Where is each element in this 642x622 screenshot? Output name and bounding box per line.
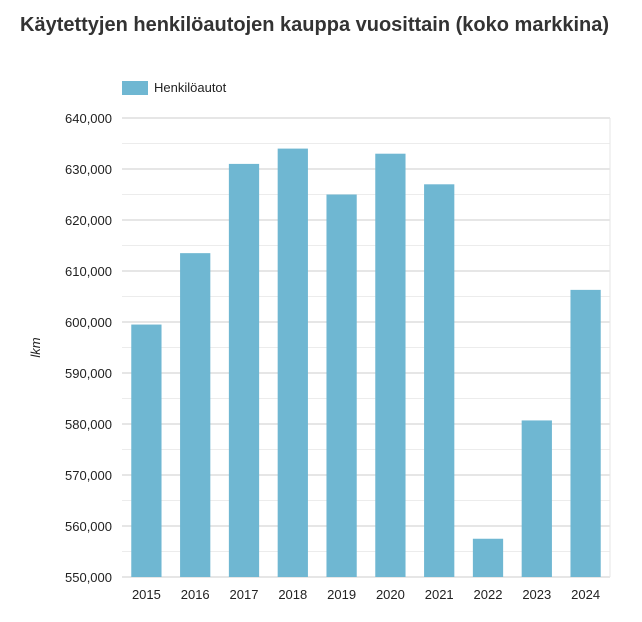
y-tick-label: 630,000 bbox=[65, 162, 112, 177]
x-tick-label: 2020 bbox=[376, 587, 405, 602]
chart-title: Käytettyjen henkilöautojen kauppa vuosit… bbox=[20, 14, 610, 36]
y-tick-label: 570,000 bbox=[65, 468, 112, 483]
bar-2020[interactable] bbox=[375, 153, 406, 577]
x-tick-label: 2018 bbox=[278, 587, 307, 602]
bar-2022[interactable] bbox=[472, 538, 504, 577]
y-tick-label: 600,000 bbox=[65, 315, 112, 330]
bar-2024[interactable] bbox=[570, 289, 601, 577]
y-tick-label: 560,000 bbox=[65, 519, 112, 534]
bar-2015[interactable] bbox=[131, 324, 162, 577]
x-tick-label: 2015 bbox=[132, 587, 161, 602]
x-axis-ticks: 2015 2016 2017 2018 2019 2020 2021 2022 2023 2024 bbox=[132, 587, 600, 602]
x-tick-label: 2017 bbox=[230, 587, 259, 602]
legend-swatch bbox=[122, 80, 148, 95]
x-tick-label: 2022 bbox=[474, 587, 503, 602]
bars bbox=[131, 148, 601, 578]
y-tick-label: 610,000 bbox=[65, 264, 112, 279]
y-tick-label: 640,000 bbox=[65, 111, 112, 126]
x-tick-label: 2016 bbox=[181, 587, 210, 602]
y-tick-label: 550,000 bbox=[65, 570, 112, 585]
bar-2019[interactable] bbox=[326, 194, 357, 578]
x-tick-label: 2023 bbox=[522, 587, 551, 602]
y-axis-label: lkm bbox=[28, 337, 43, 357]
bar-2023[interactable] bbox=[521, 420, 552, 577]
bar-2018[interactable] bbox=[277, 148, 308, 577]
x-tick-label: 2024 bbox=[571, 587, 600, 602]
bar-2017[interactable] bbox=[228, 163, 260, 577]
legend-label: Henkilöautot bbox=[154, 80, 227, 95]
y-tick-label: 590,000 bbox=[65, 366, 112, 381]
x-tick-label: 2021 bbox=[425, 587, 454, 602]
y-axis-ticks: 550,000 560,000 570,000 580,000 590,000 600,0… bbox=[65, 111, 112, 585]
y-tick-label: 620,000 bbox=[65, 213, 112, 228]
y-tick-label: 580,000 bbox=[65, 417, 112, 432]
bar-2021[interactable] bbox=[424, 184, 455, 578]
legend[interactable]: Henkilöautot bbox=[122, 80, 226, 95]
bar-2016[interactable] bbox=[180, 253, 211, 577]
x-tick-label: 2019 bbox=[327, 587, 356, 602]
